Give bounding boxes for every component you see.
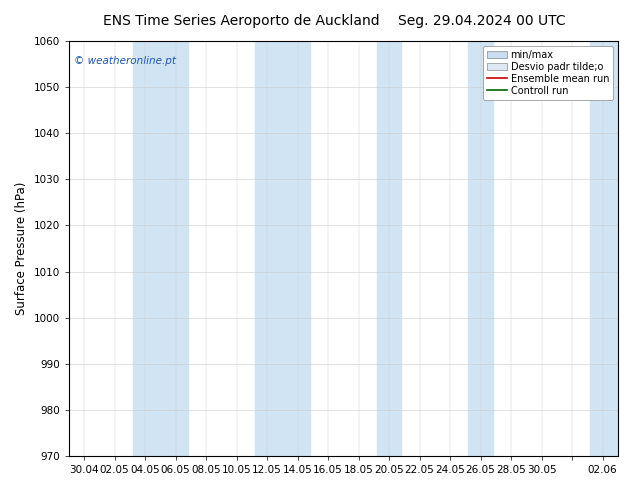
Bar (377, 41, 401, 456)
Bar (133, 41, 188, 456)
Legend: min/max, Desvio padr tilde;o, Ensemble mean run, Controll run: min/max, Desvio padr tilde;o, Ensemble m… (483, 46, 613, 99)
Bar (469, 41, 493, 456)
Y-axis label: Surface Pressure (hPa): Surface Pressure (hPa) (15, 182, 28, 315)
Text: ENS Time Series Aeroporto de Auckland: ENS Time Series Aeroporto de Auckland (103, 14, 379, 28)
Text: © weatheronline.pt: © weatheronline.pt (74, 55, 176, 66)
Bar (590, 41, 618, 456)
Text: Seg. 29.04.2024 00 UTC: Seg. 29.04.2024 00 UTC (398, 14, 566, 28)
Bar (255, 41, 310, 456)
